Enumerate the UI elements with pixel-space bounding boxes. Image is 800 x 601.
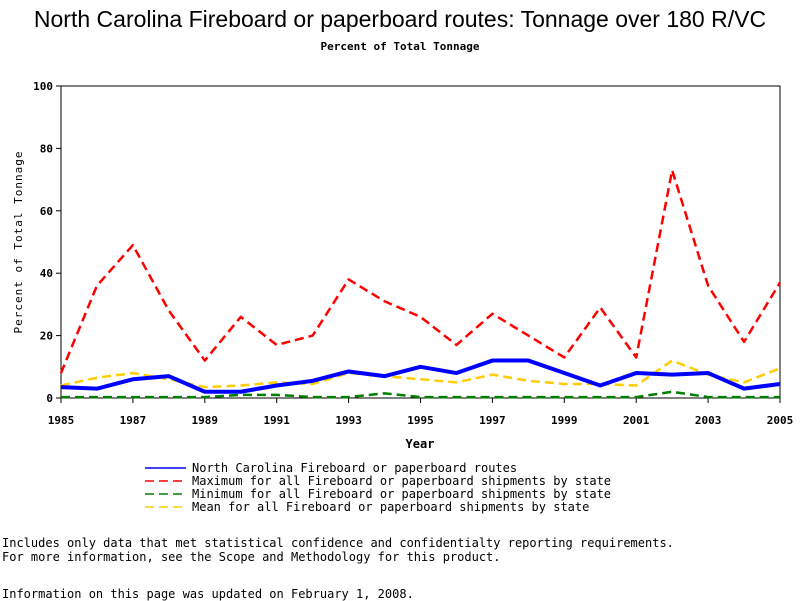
x-tick-label: 1993 xyxy=(335,414,362,427)
x-tick-label: 1997 xyxy=(479,414,506,427)
legend-label-0: North Carolina Fireboard or paperboard r… xyxy=(192,461,517,475)
x-axis-label: Year xyxy=(406,437,435,451)
y-tick-label: 0 xyxy=(46,392,53,405)
y-tick-label: 40 xyxy=(40,267,53,280)
x-tick-label: 1985 xyxy=(48,414,75,427)
methodology-note: For more information, see the Scope and … xyxy=(2,550,501,564)
series-line-3 xyxy=(60,359,781,389)
plot-area-frame xyxy=(60,85,781,399)
legend: North Carolina Fireboard or paperboard r… xyxy=(145,461,611,514)
x-tick-label: 1991 xyxy=(263,414,290,427)
series-line-2 xyxy=(61,390,780,399)
series-line-0 xyxy=(60,358,781,394)
updated-note: Information on this page was updated on … xyxy=(2,587,414,601)
y-axis-label: Percent of Total Tonnage xyxy=(12,151,25,334)
x-tick-label: 1989 xyxy=(192,414,219,427)
y-tick-label: 100 xyxy=(33,80,53,93)
x-tick-label: 1999 xyxy=(551,414,578,427)
confidence-note: Includes only data that met statistical … xyxy=(2,536,674,550)
x-tick-label: 2005 xyxy=(767,414,794,427)
series-lines xyxy=(59,168,782,399)
x-tick-label: 1995 xyxy=(407,414,434,427)
y-tick-label: 80 xyxy=(40,142,53,155)
x-tick-label: 2001 xyxy=(623,414,650,427)
y-tick-label: 60 xyxy=(40,205,53,218)
chart-subtitle: Percent of Total Tonnage xyxy=(320,40,480,53)
y-tick-label: 20 xyxy=(40,330,53,343)
chart-title: North Carolina Fireboard or paperboard r… xyxy=(33,6,767,32)
legend-label-2: Minimum for all Fireboard or paperboard … xyxy=(192,487,611,501)
x-tick-label: 2003 xyxy=(695,414,722,427)
legend-label-1: Maximum for all Fireboard or paperboard … xyxy=(192,474,611,488)
legend-label-3: Mean for all Fireboard or paperboard shi… xyxy=(192,500,589,514)
y-axis: 0 20 40 60 80 100 xyxy=(33,80,61,405)
x-tick-label: 1987 xyxy=(120,414,147,427)
line-chart: 0 20 40 60 80 100 1985 1987 1989 1991 1993 1995 199… xyxy=(12,80,794,514)
x-axis: 1985 1987 1989 1991 1993 1995 1997 1999 2001 2003… xyxy=(48,398,794,427)
series-line-1 xyxy=(59,168,782,374)
